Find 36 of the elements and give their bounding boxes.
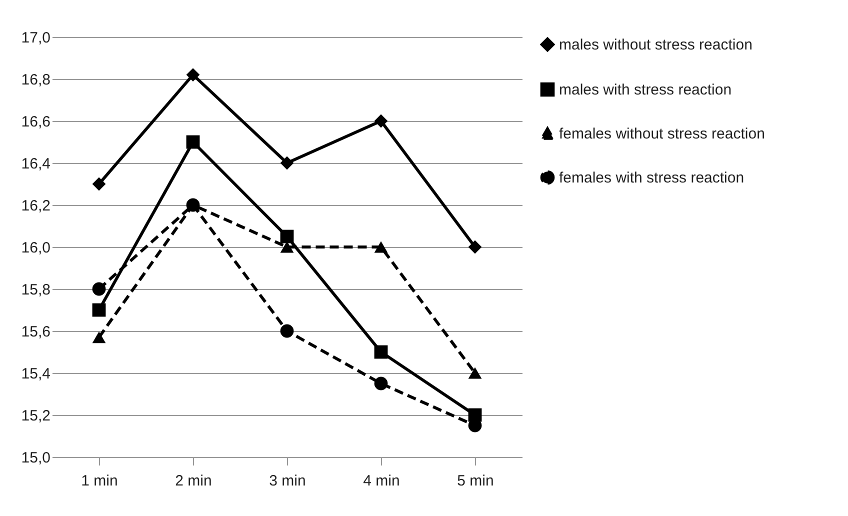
point <box>280 324 294 338</box>
point <box>468 240 482 254</box>
point <box>280 230 294 244</box>
point <box>374 241 388 253</box>
y-tick-label: 16,2 <box>21 198 50 214</box>
y-tick-label: 16,8 <box>21 72 50 88</box>
y-tick-label: 15,6 <box>21 324 50 340</box>
point <box>374 345 388 359</box>
point <box>374 114 388 128</box>
legend-label: males without stress reaction <box>559 36 752 54</box>
y-tick-label: 15,8 <box>21 282 50 298</box>
legend-label: males with stress reaction <box>559 82 732 98</box>
y-tick-label: 15,4 <box>21 366 50 382</box>
y-tick-label: 16,0 <box>21 240 50 256</box>
point <box>280 156 294 170</box>
point <box>92 331 106 344</box>
x-tick-label: 5 min <box>457 472 494 490</box>
point <box>92 282 106 296</box>
point <box>92 177 106 191</box>
y-tick-label: 16,4 <box>21 156 50 172</box>
legend-label: females without stress reaction <box>559 126 765 142</box>
y-tick-label: 17,0 <box>21 30 50 46</box>
point <box>374 376 388 390</box>
x-tick-label: 1 min <box>81 472 118 490</box>
legend-label: females with stress reaction <box>559 170 744 186</box>
point <box>468 367 482 379</box>
point <box>186 68 200 82</box>
point <box>280 241 294 253</box>
y-tick-label: 15,0 <box>21 450 50 466</box>
x-tick-label: 4 min <box>363 472 400 490</box>
x-tick-label: 2 min <box>175 472 212 490</box>
point <box>186 135 200 149</box>
point <box>92 303 106 317</box>
y-tick-label: 16,6 <box>21 114 50 130</box>
x-tick-label: 3 min <box>269 472 306 490</box>
y-tick-label: 15,2 <box>21 408 50 424</box>
